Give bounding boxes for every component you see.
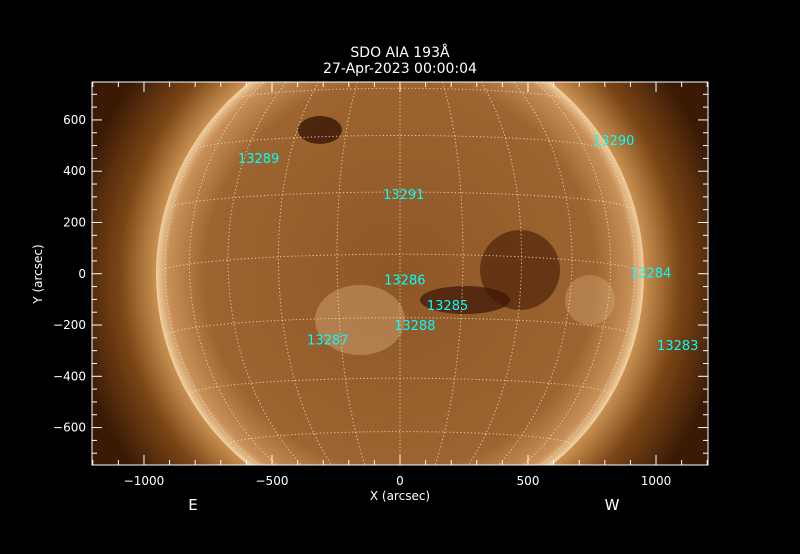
x-tick-label: 500: [517, 474, 540, 488]
east-label: E: [188, 496, 197, 514]
y-tick-label: 0: [78, 267, 86, 281]
grid-line: [156, 273, 251, 465]
coronal-hole: [420, 286, 510, 314]
active-region-label: 13291: [383, 188, 424, 203]
active-region-label: 13287: [307, 334, 348, 349]
y-tick-label: −400: [53, 369, 86, 383]
west-label: W: [605, 496, 620, 514]
active-region-label: 13288: [394, 319, 435, 334]
grid-line: [164, 82, 260, 465]
x-axis-label: X (arcsec): [370, 489, 430, 503]
x-tick-label: −1000: [124, 474, 165, 488]
plot-subtitle: 27-Apr-2023 00:00:04: [323, 61, 477, 77]
active-region-label: 13286: [384, 274, 425, 289]
grid-line: [337, 503, 463, 508]
axis-ticks: −1000 −500 0 500 1000 −600 −400 −200 0 200 400 600: [53, 82, 708, 488]
coronal-hole: [298, 116, 342, 144]
y-axis-label: Y (arcsec): [31, 244, 45, 304]
grid-line: [189, 135, 611, 152]
y-tick-label: 400: [63, 164, 86, 178]
x-tick-label: 0: [396, 474, 404, 488]
grid-line: [340, 34, 460, 38]
active-region-label: 13289: [238, 152, 279, 167]
grid-line: [156, 253, 644, 274]
plot-title: SDO AIA 193Å: [350, 44, 450, 61]
x-tick-label: 1000: [641, 474, 672, 488]
active-region-label: 13290: [593, 134, 634, 149]
active-region-label: 13285: [427, 299, 468, 314]
bright-region: [565, 275, 615, 325]
bright-region: [315, 285, 405, 355]
active-region-label: 13284: [630, 267, 671, 282]
y-tick-label: −200: [53, 318, 86, 332]
grid-line: [549, 273, 644, 465]
grid-line: [228, 87, 572, 102]
x-tick-label: −500: [256, 474, 289, 488]
y-tick-label: 200: [63, 215, 86, 229]
grid-line: [540, 82, 636, 465]
y-tick-label: −600: [53, 421, 86, 435]
solar-disk: [156, 82, 644, 465]
y-tick-label: 600: [63, 113, 86, 127]
active-region-label: 13283: [657, 339, 698, 354]
heliographic-grid: [156, 34, 644, 508]
coronal-hole: [480, 230, 560, 310]
grid-line: [188, 377, 612, 396]
grid-line: [227, 431, 573, 446]
